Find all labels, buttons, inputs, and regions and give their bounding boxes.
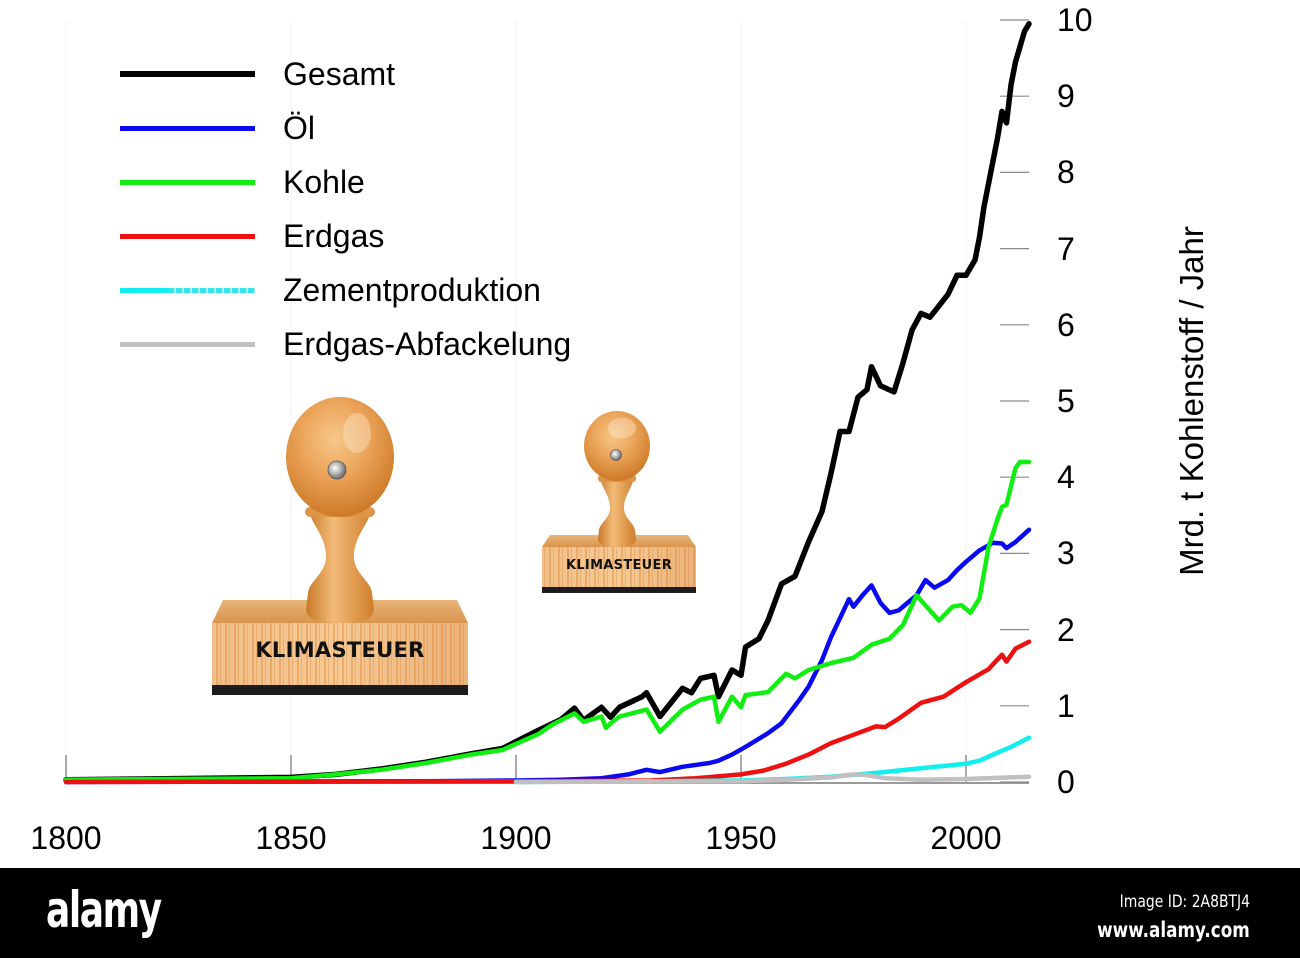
rubber-stamp-icon bbox=[212, 397, 468, 695]
legend-label: Erdgas-Abfackelung bbox=[283, 326, 572, 362]
image-id-text: Image ID: 2A8BTJ4 bbox=[1119, 892, 1250, 912]
y-tick-label: 3 bbox=[1057, 535, 1075, 572]
footer-bar: alamy Image ID: 2A8BTJ4 www.alamy.com bbox=[0, 868, 1300, 958]
stamp-large-label: KLIMASTEUER bbox=[255, 638, 425, 662]
legend-item-zementproduktion: Zementproduktion bbox=[120, 266, 640, 320]
series-line-zementproduktion bbox=[513, 735, 1032, 785]
line-chart bbox=[63, 19, 1032, 785]
stamp-small-label: KLIMASTEUER bbox=[565, 558, 673, 573]
rubber-stamp-icon bbox=[542, 411, 696, 593]
legend-swatch-gesamt bbox=[120, 71, 255, 77]
stamp-small-illustration: KLIMASTEUER bbox=[538, 408, 700, 598]
legend-swatch-oel bbox=[120, 126, 255, 131]
y-tick-label: 9 bbox=[1057, 78, 1075, 115]
x-tick-label: 2000 bbox=[930, 820, 1002, 856]
legend-label: Öl bbox=[283, 110, 315, 146]
chart-legend: Gesamt Öl Kohle Erdgas Zementproduktion … bbox=[120, 50, 640, 374]
legend-item-erdgas-abfackelung: Erdgas-Abfackelung bbox=[120, 320, 640, 374]
series-line--l bbox=[63, 527, 1032, 785]
y-tick-label: 7 bbox=[1057, 230, 1075, 267]
legend-item-kohle: Kohle bbox=[120, 158, 640, 212]
x-tick-label: 1950 bbox=[705, 820, 777, 856]
y-tick-label: 5 bbox=[1057, 383, 1075, 419]
website-link[interactable]: www.alamy.com bbox=[1097, 918, 1250, 942]
legend-label: Gesamt bbox=[283, 56, 396, 92]
x-tick-label: 1850 bbox=[255, 820, 327, 856]
legend-label: Kohle bbox=[283, 164, 365, 200]
series-line-erdgas-abfackelung bbox=[513, 772, 1032, 785]
legend-item-gesamt: Gesamt bbox=[120, 50, 640, 104]
chart-series bbox=[63, 21, 1032, 785]
y-tick-label: 2 bbox=[1057, 611, 1075, 648]
y-tick-label: 4 bbox=[1057, 459, 1075, 496]
legend-swatch-kohle bbox=[120, 180, 255, 185]
y-tick-label: 8 bbox=[1057, 154, 1075, 191]
y-axis-title: Mrd. t Kohlenstoff / Jahr bbox=[1173, 226, 1210, 576]
x-tick-label: 1800 bbox=[30, 820, 102, 856]
legend-swatch-erdgas bbox=[120, 234, 255, 239]
y-tick-label: 1 bbox=[1057, 687, 1075, 724]
legend-item-oel: Öl bbox=[120, 104, 640, 158]
alamy-logo: alamy bbox=[46, 881, 162, 939]
y-tick-label: 6 bbox=[1057, 306, 1075, 343]
series-line-kohle bbox=[63, 459, 1032, 782]
series-line-gesamt bbox=[63, 21, 1032, 783]
legend-label: Zementproduktion bbox=[283, 272, 541, 308]
x-tick-label: 1900 bbox=[480, 820, 552, 856]
y-tick-label: 0 bbox=[1057, 764, 1075, 800]
series-line-erdgas bbox=[63, 639, 1032, 785]
legend-item-erdgas: Erdgas bbox=[120, 212, 640, 266]
legend-swatch-zementproduktion bbox=[120, 288, 255, 293]
y-tick-label: 10 bbox=[1057, 2, 1093, 38]
legend-swatch-erdgas-abfackelung bbox=[120, 342, 255, 347]
legend-label: Erdgas bbox=[283, 218, 385, 254]
stamp-large-illustration: KLIMASTEUER bbox=[205, 395, 475, 700]
